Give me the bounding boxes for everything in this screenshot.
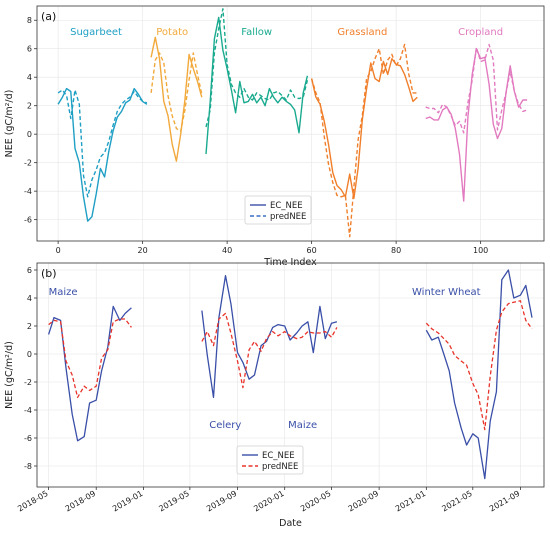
series-pred-nee-fallow: [205, 8, 309, 128]
x-tick-label: 80: [391, 246, 401, 255]
x-tick-label: 60: [307, 246, 317, 255]
series-ec-nee-segment-1: [47, 305, 132, 442]
panel-b-grid: [37, 263, 544, 487]
series-pred-nee-segment-2: [201, 312, 338, 389]
group-label-cropland: Cropland: [458, 27, 503, 38]
y-tick-label: -8: [24, 462, 32, 471]
series-ec-nee-potato: [150, 36, 203, 162]
y-tick-label: 0: [27, 130, 32, 139]
x-tick-label: 2020-01: [252, 489, 285, 514]
series-pred-nee-grassland: [310, 43, 418, 238]
series-ec-nee-segment-2: [201, 274, 338, 399]
panel-a-grid: [37, 6, 544, 241]
panel-b: 2018-05 2018-09 2019-01 2019-05 2019-09 2020-…: [4, 262, 545, 529]
x-tick-label: 2021-09: [488, 489, 521, 514]
x-tick-label: 2021-05: [440, 489, 473, 514]
legend-ec-nee-label: EC_NEE: [262, 451, 295, 461]
x-tick-label: 2020-09: [347, 489, 380, 514]
legend-ec-nee-label: EC_NEE: [270, 201, 303, 211]
x-tick-label: 40: [222, 246, 232, 255]
y-tick-label: -2: [24, 159, 32, 168]
legend-box: [244, 195, 312, 225]
panel-a-label: (a): [41, 10, 56, 23]
legend-pred-nee-label: predNEE: [262, 462, 298, 472]
panel-a-group-labels: Sugarbeet Potato Fallow Grassland Cropland: [70, 27, 503, 38]
crop-label-winter-wheat-4: Winter Wheat: [412, 287, 481, 298]
y-tick-label: 8: [27, 16, 32, 25]
y-tick-label: 0: [27, 350, 32, 359]
x-tick-label: 2019-05: [157, 489, 190, 514]
panel-b-label: (b): [41, 267, 57, 280]
series-ec-nee-fallow: [205, 16, 309, 155]
panel-b-y-axis-label: NEE (gC/m²/d): [4, 341, 15, 409]
y-tick-label: 2: [27, 322, 32, 331]
panel-a-legend: EC_NEE predNEE: [244, 195, 312, 225]
panel-a: 0 20 40 60 80 100 -6 -4 -2 0 2 4 6 8 Sugarbeet Potato F…: [4, 5, 545, 268]
panel-a-frame: [36, 5, 545, 242]
crop-label-maize-3: Maize: [288, 420, 317, 431]
series-pred-nee-segment-3: [425, 300, 533, 431]
group-label-fallow: Fallow: [241, 27, 272, 38]
y-tick-label: -2: [24, 378, 32, 387]
panel-a-y-axis-label: NEE (gC/m²/d): [4, 90, 15, 158]
y-tick-label: -6: [24, 216, 32, 225]
x-tick-label: 2019-09: [205, 489, 238, 514]
panel-a-ticks: 0 20 40 60 80 100 -6 -4 -2 0 2 4 6 8: [24, 16, 488, 255]
group-label-sugarbeet: Sugarbeet: [70, 27, 122, 38]
legend-box: [236, 445, 304, 475]
crop-label-celery-2: Celery: [209, 420, 241, 431]
series-pred-nee-cropland: [425, 43, 528, 134]
group-label-potato: Potato: [156, 27, 188, 38]
series-pred-nee-potato: [150, 52, 203, 132]
x-tick-label: 20: [138, 246, 148, 255]
y-tick-label: -4: [24, 406, 32, 415]
y-tick-label: 2: [27, 102, 32, 111]
panel-b-legend: EC_NEE predNEE: [236, 445, 304, 475]
series-pred-nee-sugarbeet: [57, 89, 148, 198]
panel-a-x-axis-label: Time Index: [263, 257, 317, 268]
y-tick-label: 6: [27, 45, 32, 54]
series-ec-nee-cropland: [425, 48, 528, 202]
x-tick-label: 2021-01: [394, 489, 427, 514]
group-label-grassland: Grassland: [337, 27, 387, 38]
y-tick-label: 6: [27, 266, 32, 275]
legend-pred-nee-label: predNEE: [270, 212, 306, 222]
panel-b-frame: [36, 262, 545, 488]
series-ec-nee-grassland: [310, 58, 418, 199]
series-pred-nee-segment-1: [48, 318, 132, 399]
panel-b-lines: [47, 269, 533, 480]
x-tick-label: 2018-09: [64, 489, 97, 514]
y-tick-label: -4: [24, 187, 32, 196]
panel-b-crop-labels: Maize Celery Maize Winter Wheat: [49, 287, 481, 431]
x-tick-label: 2018-05: [16, 489, 49, 514]
panel-b-x-axis-label: Date: [279, 518, 302, 529]
x-tick-label: 100: [473, 246, 488, 255]
y-tick-label: -6: [24, 434, 32, 443]
crop-label-maize-1: Maize: [49, 287, 78, 298]
series-ec-nee-segment-3: [425, 269, 533, 480]
x-tick-label: 2019-01: [111, 489, 144, 514]
panel-a-lines: [57, 8, 528, 238]
x-tick-label: 0: [56, 246, 61, 255]
x-tick-label: 2020-05: [299, 489, 332, 514]
y-tick-label: 4: [27, 73, 32, 82]
y-tick-label: 4: [27, 294, 32, 303]
panel-b-ticks: 2018-05 2018-09 2019-01 2019-05 2019-09 2020-…: [16, 266, 521, 513]
